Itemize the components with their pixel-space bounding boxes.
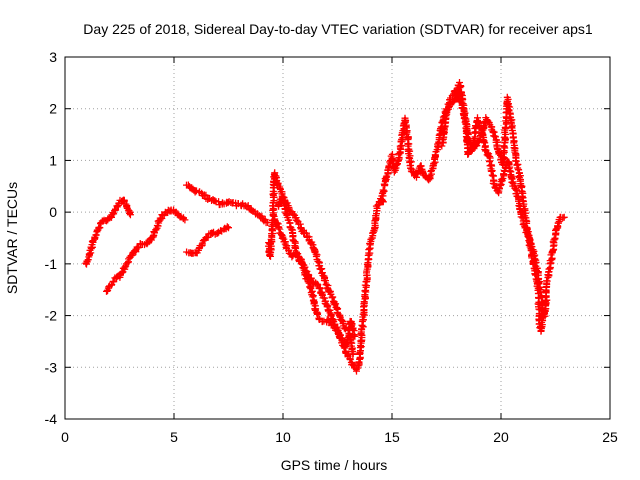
y-tick-label: -1 — [45, 256, 58, 272]
data-point — [292, 216, 300, 224]
data-point — [292, 245, 300, 252]
y-tick-label: -2 — [45, 308, 58, 324]
data-point — [317, 265, 325, 273]
series-arc-7 — [274, 192, 359, 351]
data-point — [490, 180, 498, 188]
y-tick-label: -3 — [45, 359, 58, 375]
data-point — [304, 278, 312, 286]
data-point — [367, 235, 375, 243]
data-point — [357, 337, 365, 345]
data-point — [126, 211, 134, 219]
y-tick-label: -4 — [45, 411, 58, 427]
data-point — [118, 269, 126, 277]
data-point — [198, 240, 206, 248]
series-arc-3 — [183, 181, 272, 227]
data-point — [248, 207, 256, 214]
data-point — [181, 216, 189, 224]
data-point — [289, 210, 297, 218]
data-point — [281, 240, 289, 248]
data-point — [92, 231, 100, 239]
data-point — [430, 159, 438, 167]
y-tick-label: 3 — [49, 49, 57, 65]
data-marks — [82, 79, 568, 375]
data-point — [526, 243, 534, 251]
data-point — [446, 96, 454, 104]
series-arc-9 — [438, 87, 551, 335]
data-point — [498, 175, 506, 183]
y-tick-label: 1 — [49, 152, 57, 168]
data-point — [359, 323, 367, 331]
data-point — [223, 223, 231, 231]
data-point — [278, 192, 286, 200]
data-point — [225, 224, 232, 232]
data-point — [379, 186, 387, 194]
data-point — [515, 166, 523, 174]
data-point — [338, 316, 346, 324]
data-point — [244, 202, 252, 210]
x-tick-label: 10 — [275, 429, 291, 445]
chart-title: Day 225 of 2018, Sidereal Day-to-day VTE… — [83, 21, 593, 37]
data-point — [524, 233, 532, 240]
x-tick-label: 0 — [61, 429, 69, 445]
data-point — [545, 265, 553, 273]
data-point — [302, 229, 310, 237]
plot-frame — [64, 56, 611, 420]
data-point — [543, 296, 551, 304]
data-point — [491, 132, 499, 140]
y-tick-label: 0 — [49, 204, 57, 220]
x-tick-label: 20 — [493, 429, 509, 445]
data-point — [204, 233, 212, 241]
data-point — [431, 151, 439, 159]
x-tick-label: 15 — [384, 429, 400, 445]
data-point — [438, 142, 446, 150]
data-point — [322, 277, 329, 285]
data-point — [351, 332, 359, 340]
data-point — [396, 142, 404, 150]
x-axis-label: GPS time / hours — [281, 457, 388, 473]
data-point — [85, 250, 93, 258]
data-point — [560, 213, 568, 221]
data-point — [484, 117, 492, 125]
data-point — [426, 172, 434, 180]
data-point — [359, 310, 367, 318]
data-point — [474, 114, 481, 122]
data-point — [353, 367, 360, 375]
data-point — [506, 167, 514, 175]
data-point — [538, 314, 546, 322]
data-point — [365, 246, 373, 254]
data-point — [496, 185, 503, 193]
data-point — [500, 171, 508, 178]
data-point — [407, 158, 415, 166]
data-point — [529, 260, 537, 268]
data-point — [454, 93, 462, 101]
data-point — [554, 219, 562, 227]
data-point — [442, 112, 450, 120]
data-point — [336, 312, 343, 320]
data-point — [275, 225, 283, 233]
x-tick-label: 25 — [602, 429, 618, 445]
y-axis-label: SDTVAR / TECUs — [4, 182, 20, 294]
series-arc-1 — [82, 196, 134, 268]
data-point — [211, 197, 219, 205]
data-point — [96, 224, 104, 232]
data-point — [314, 310, 321, 318]
data-point — [473, 142, 481, 150]
data-point — [314, 257, 322, 265]
data-point — [488, 167, 496, 175]
data-point — [543, 277, 551, 285]
data-point — [323, 303, 331, 311]
data-point — [348, 321, 356, 329]
series-arc-4 — [183, 223, 232, 257]
data-point — [83, 257, 91, 265]
data-point — [124, 259, 132, 267]
x-tick-label: 5 — [170, 429, 178, 445]
data-point — [391, 165, 399, 173]
data-point — [121, 263, 129, 271]
series-arc-2 — [103, 206, 189, 295]
y-tick-label: 2 — [49, 101, 57, 117]
data-point — [328, 294, 336, 302]
axis-ticks: 0 5 10 15 20 25 -4 -3 -2 -1 0 1 2 3 — [45, 49, 618, 445]
data-point — [435, 131, 443, 139]
